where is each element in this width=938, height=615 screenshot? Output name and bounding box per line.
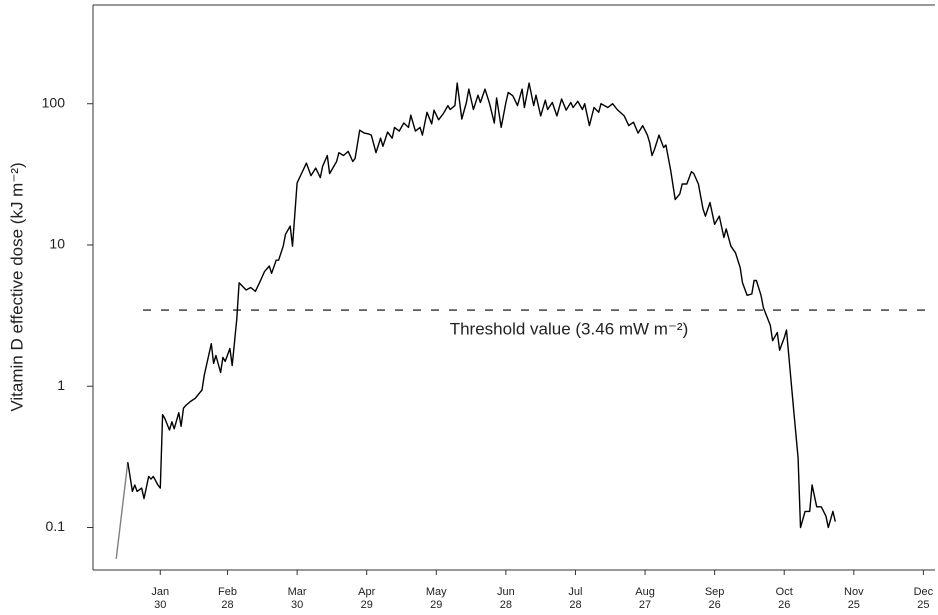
y-axis-label: Vitamin D effective dose (kJ m⁻²) — [7, 162, 26, 411]
data-line — [115, 462, 129, 559]
y-tick-label: 100 — [42, 94, 66, 110]
y-tick-label: 0.1 — [46, 518, 66, 534]
y-tick-label: 10 — [49, 236, 65, 252]
x-tick-label: Apr 29 — [358, 586, 376, 611]
x-tick-label: Jul 28 — [568, 586, 583, 611]
y-tick-label: 1 — [57, 377, 65, 393]
x-tick-label: Dec 25 — [913, 586, 934, 611]
x-tick-label: Nov 25 — [844, 586, 864, 611]
threshold-label: Threshold value (3.46 mW m⁻²) — [450, 320, 689, 339]
x-tick-label: Oct 26 — [775, 586, 793, 611]
x-tick-label: Jan 30 — [151, 586, 170, 611]
data-line — [127, 82, 836, 529]
x-tick-label: Sep 26 — [704, 586, 725, 611]
x-tick-label: May 29 — [425, 586, 447, 611]
x-tick-label: Feb 28 — [218, 586, 238, 611]
x-tick-label: Mar 30 — [287, 586, 307, 611]
x-tick-label: Aug 27 — [635, 586, 655, 611]
x-tick-label: Jun 28 — [497, 586, 515, 611]
